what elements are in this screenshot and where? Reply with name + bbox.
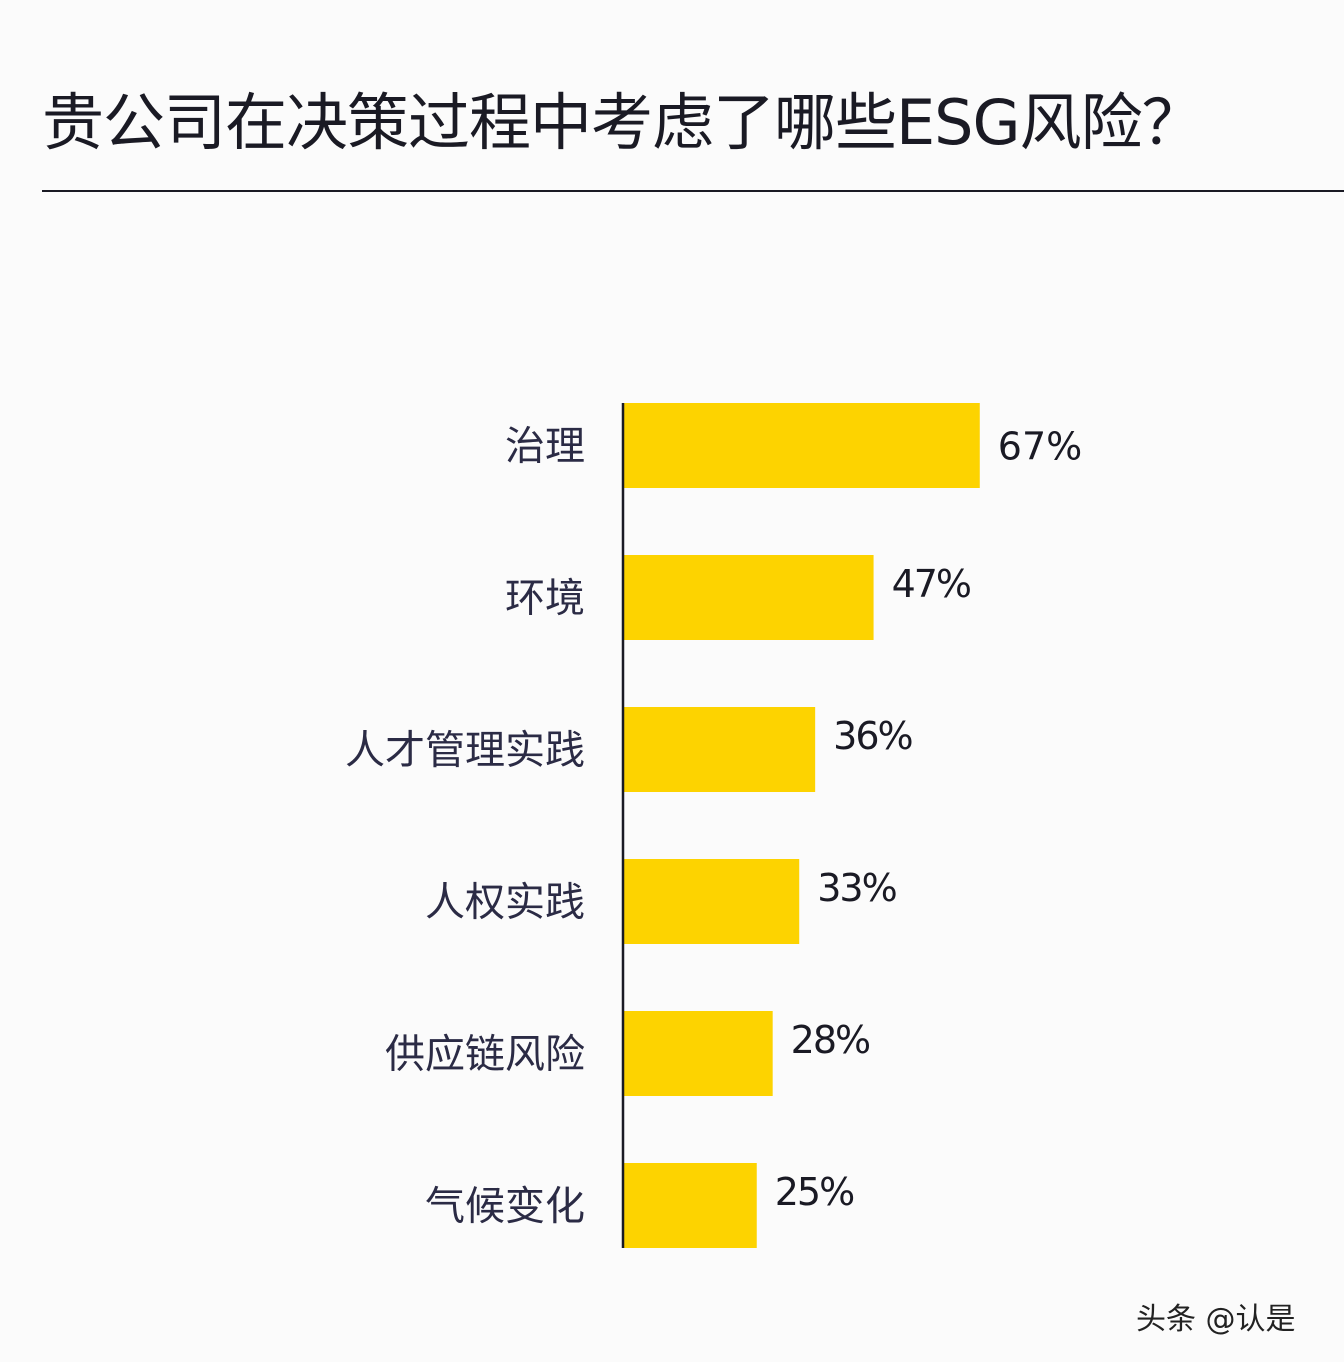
data-label: 25% [775, 1170, 854, 1214]
bar [624, 1163, 757, 1248]
data-label: 67% [998, 425, 1082, 469]
category-label: 人权实践 [425, 880, 585, 926]
bar [624, 707, 816, 792]
category-label: 治理 [505, 424, 585, 470]
category-label: 气候变化 [425, 1184, 585, 1230]
data-label: 33% [817, 866, 896, 910]
data-label: 36% [833, 714, 912, 758]
bar [624, 859, 800, 944]
data-label: 28% [791, 1018, 870, 1062]
bar [624, 1011, 773, 1096]
watermark: 头条 @认是 [1136, 1302, 1296, 1337]
chart-title: 贵公司在决策过程中考虑了哪些ESG风险？ [42, 86, 1204, 159]
bar [624, 403, 980, 488]
title-divider [42, 190, 1344, 192]
data-label: 47% [892, 562, 971, 606]
category-label: 供应链风险 [385, 1032, 585, 1078]
category-label: 人才管理实践 [345, 728, 585, 774]
bar [624, 555, 874, 640]
category-label: 环境 [505, 576, 585, 622]
